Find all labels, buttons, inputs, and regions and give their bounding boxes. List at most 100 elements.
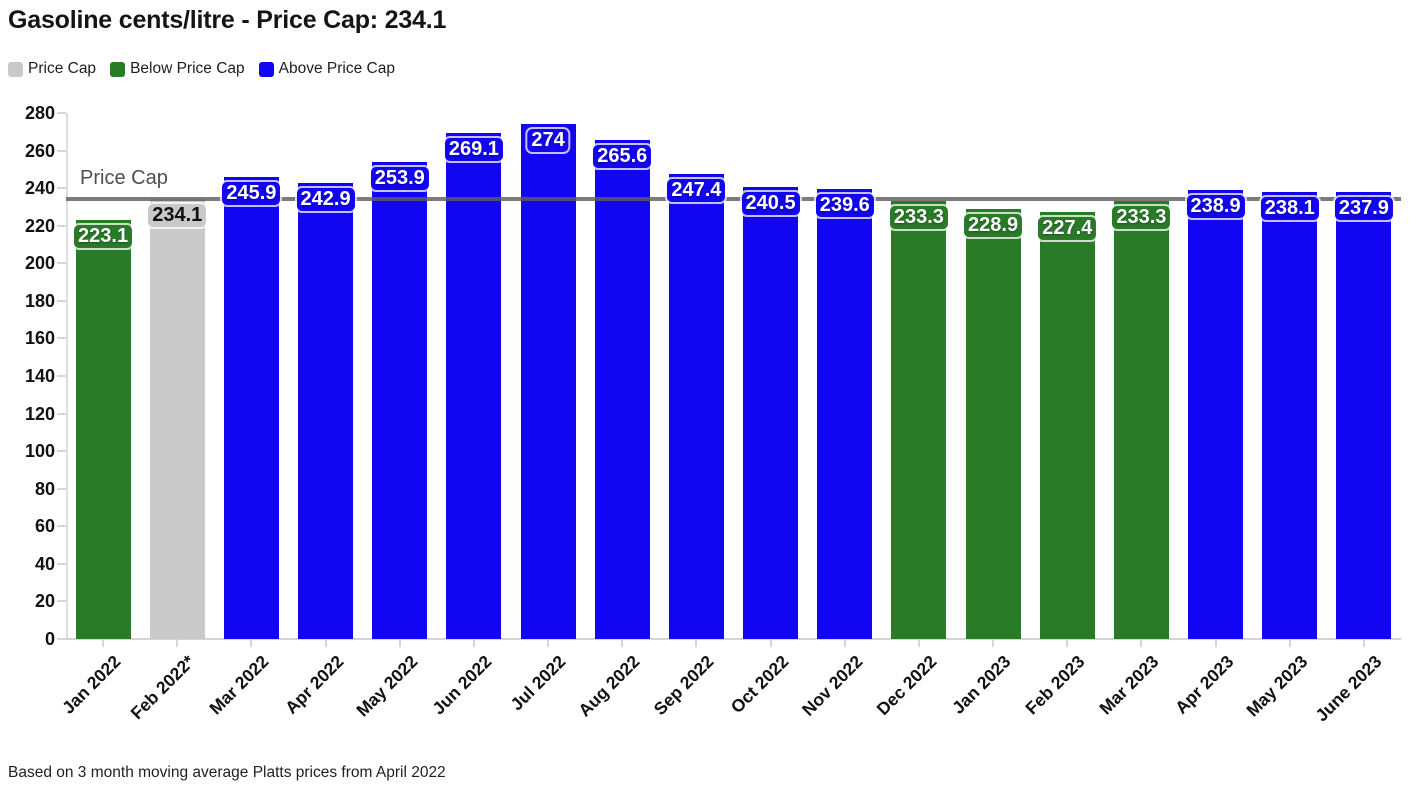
y-axis-tick-label: 160 [24,328,55,349]
x-axis-tick [1288,639,1291,647]
bar-value-label: 245.9 [222,182,281,206]
bar-value-label: 223.1 [74,224,133,248]
y-axis-tick-label: 240 [24,178,55,199]
footnote: Based on 3 month moving average Platts p… [8,764,446,781]
bar-value-label: 265.6 [593,145,652,169]
y-axis-tick-label: 220 [24,215,55,236]
legend-item-above: Above Price Cap [258,60,395,78]
bar-value-label: 233.3 [889,205,948,229]
x-axis-tick [695,639,698,647]
legend-label: Below Price Cap [130,60,245,77]
x-axis-tick [398,639,401,647]
legend: Price Cap Below Price Cap Above Price Cap [8,60,395,78]
bar-value-label: 227.4 [1038,216,1097,240]
x-axis-tick [1066,639,1069,647]
x-axis-tick [1362,639,1365,647]
y-axis-tick [57,262,66,265]
bar-value-label: 237.9 [1334,197,1393,221]
x-axis-tick [1214,639,1217,647]
bar-aug-2022[interactable] [594,140,650,639]
bar-june-2023[interactable] [1336,192,1392,639]
x-axis-tick [621,639,624,647]
chart-title: Gasoline cents/litre - Price Cap: 234.1 [8,6,447,34]
bar-mar-2022[interactable] [223,177,279,639]
legend-swatch-icon [110,61,126,77]
bar-dec-2022[interactable] [891,200,947,639]
bar-mar-2023[interactable] [1113,200,1169,639]
y-axis-tick [57,224,66,227]
y-axis-tick-label: 20 [34,591,55,612]
y-axis-tick [57,375,66,377]
bar-value-label: 238.1 [1260,196,1319,220]
y-axis-tick-label: 260 [24,140,55,161]
bar-value-label: 269.1 [444,138,503,162]
y-axis-tick [57,299,66,302]
legend-label: Above Price Cap [278,60,395,77]
y-axis-tick-label: 120 [24,403,55,424]
bar-oct-2022[interactable] [743,187,799,639]
bar-may-2023[interactable] [1262,191,1318,639]
bar-value-label: 233.3 [1112,205,1171,229]
y-axis-tick-label: 80 [34,478,55,499]
bar-value-label: 228.9 [964,213,1023,237]
x-axis-tick [176,639,179,647]
y-axis-tick-label: 60 [34,516,55,537]
bar-value-label: 239.6 [815,193,874,217]
y-axis-tick-label: 0 [44,629,55,649]
y-axis-tick [57,525,66,528]
y-axis-line [66,113,68,639]
bar-nov-2022[interactable] [817,188,873,639]
x-axis-tick [250,639,253,647]
y-axis-tick [57,487,66,490]
legend-label: Price Cap [28,60,97,77]
legend-swatch-icon [258,61,274,77]
bar-jun-2022[interactable] [446,133,502,639]
y-axis-tick [57,600,66,603]
y-axis-tick-label: 100 [24,441,55,462]
x-axis-tick [102,639,105,647]
bar-feb-2022-[interactable] [149,199,205,639]
x-axis-tick [1140,639,1143,647]
legend-item-below: Below Price Cap [110,60,245,78]
x-axis-tick [843,639,846,647]
x-axis-tick [917,639,920,647]
bar-jan-2023[interactable] [965,208,1021,639]
price-cap-annotation: Price Cap [80,167,168,189]
bar-value-label: 234.1 [148,204,207,228]
y-axis-tick [57,638,66,640]
bar-apr-2022[interactable] [298,182,354,639]
bar-jan-2022[interactable] [75,219,131,639]
y-axis-tick [57,149,66,152]
y-axis-tick [57,187,66,190]
bar-jul-2022[interactable] [520,124,576,639]
bar-apr-2023[interactable] [1188,190,1244,639]
bar-value-label: 238.9 [1186,195,1245,219]
y-axis-tick [57,450,66,453]
x-axis-tick [472,639,475,647]
y-axis-tick [57,562,66,565]
bar-value-label: 242.9 [296,187,355,211]
bar-feb-2023[interactable] [1039,211,1095,639]
x-axis-tick [992,639,995,647]
y-axis-tick [57,412,66,415]
y-axis-tick-label: 200 [24,253,55,274]
x-axis-tick [324,639,327,647]
y-axis-tick-label: 140 [24,366,55,386]
y-axis-tick-label: 40 [34,553,55,574]
bar-may-2022[interactable] [372,162,428,639]
x-axis-tick [769,639,772,647]
bar-value-label: 247.4 [667,179,726,203]
y-axis-tick-label: 280 [24,103,55,123]
y-axis-tick-label: 180 [24,290,55,311]
legend-item-cap: Price Cap [8,60,96,78]
price-cap-line [66,197,1401,202]
bar-value-label: 240.5 [741,192,800,216]
x-axis-line [66,638,1401,640]
x-axis-tick [547,639,550,647]
y-axis-tick [57,112,66,114]
bar-value-label: 274 [527,129,569,153]
y-axis-tick [57,337,66,340]
bar-sep-2022[interactable] [668,174,724,639]
legend-swatch-icon [8,61,23,77]
